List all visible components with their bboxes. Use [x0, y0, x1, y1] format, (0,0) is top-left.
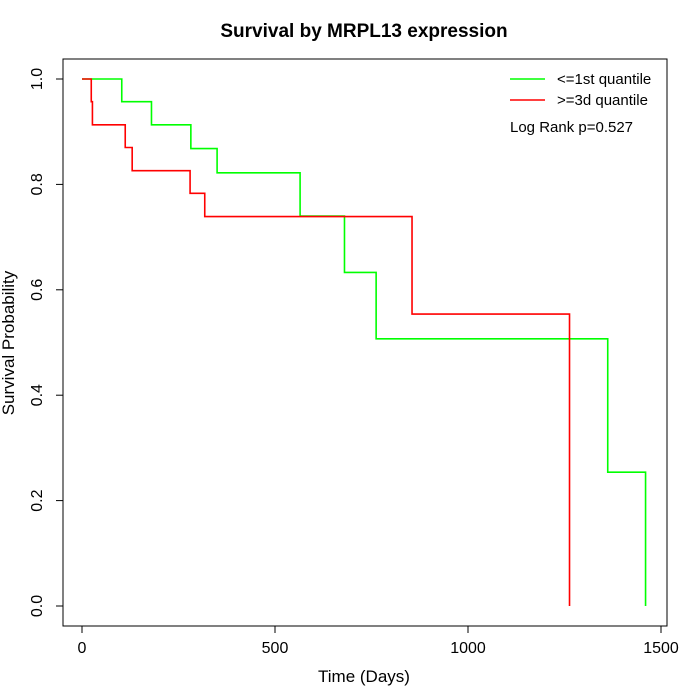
y-tick-label: 0.2: [29, 489, 46, 511]
logrank-annotation: Log Rank p=0.527: [510, 119, 633, 136]
y-axis: 0.0 0.2 0.4 0.6 0.8 1.0: [29, 68, 64, 617]
x-axis: 0 500 1000 1500: [78, 625, 679, 657]
x-axis-label: Time (Days): [318, 667, 410, 686]
legend-label: >=3d quantile: [557, 92, 648, 109]
legend: <=1st quantile >=3d quantile: [510, 71, 651, 109]
x-tick-label: 0: [78, 640, 87, 657]
x-tick-label: 1000: [450, 640, 486, 657]
x-tick-label: 1500: [643, 640, 679, 657]
y-tick-label: 0.8: [29, 173, 46, 195]
y-tick-label: 1.0: [29, 68, 46, 90]
chart-title: Survival by MRPL13 expression: [220, 21, 507, 42]
y-tick-label: 0.4: [29, 384, 46, 406]
survival-curve-2: [82, 78, 571, 606]
plot-frame: [62, 58, 668, 627]
y-tick-label: 0.0: [29, 595, 46, 617]
series-layer: [82, 78, 647, 606]
y-tick-label: 0.6: [29, 279, 46, 301]
x-tick-label: 500: [262, 640, 289, 657]
legend-label: <=1st quantile: [557, 71, 651, 88]
survival-curve-1: [82, 78, 647, 606]
y-axis-label: Survival Probability: [0, 270, 18, 415]
